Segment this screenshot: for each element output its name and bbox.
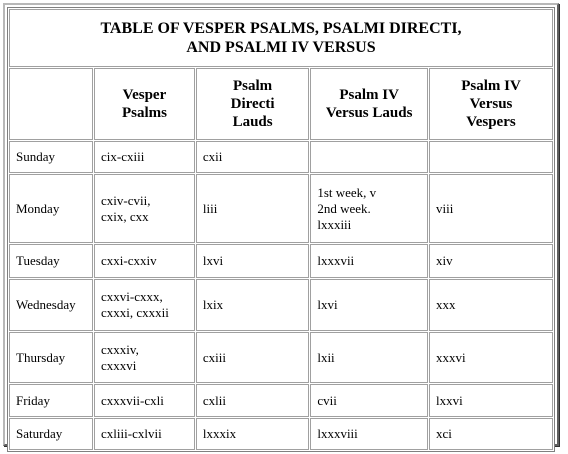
header-line: Psalm xyxy=(233,78,273,94)
cell-iv-vespers: xiv xyxy=(428,244,553,278)
cell-line: lxxxvii xyxy=(317,253,355,268)
cell-line: lxvi xyxy=(317,297,338,312)
table-row: Saturday cxliii-cxlvii lxxxix lxxxviii x… xyxy=(9,418,553,450)
cell-line: cxiv-cvii, xyxy=(101,192,151,208)
header-vesper-psalms: Vesper Psalms xyxy=(94,68,195,140)
cell-directi: lxix xyxy=(195,279,310,331)
cell-day: Saturday xyxy=(9,418,94,450)
header-line: Lauds xyxy=(232,114,273,130)
cell-day: Thursday xyxy=(9,332,94,383)
cell-iv-vespers: lxxvi xyxy=(428,384,553,417)
cell-line: cxxxvii-cxli xyxy=(101,392,164,408)
cell-directi: cxii xyxy=(195,141,310,173)
table-row: Tuesday cxxi-cxxiv lxvi lxxxvii xiv xyxy=(9,244,553,278)
cell-iv-vespers: xxx xyxy=(428,279,553,331)
header-line: Vespers xyxy=(466,114,516,130)
cell-iv-lauds: lxxxvii xyxy=(310,244,428,278)
header-psalm-directi-lauds: Psalm Directi Lauds xyxy=(195,68,310,140)
header-blank xyxy=(9,68,94,140)
cell-directi: lxvi xyxy=(195,244,310,278)
cell-line: cxxxi, cxxxii xyxy=(101,305,169,320)
title-row: TABLE OF VESPER PSALMS, PSALMI DIRECTI, … xyxy=(9,9,553,67)
table-title: TABLE OF VESPER PSALMS, PSALMI DIRECTI, … xyxy=(9,9,553,67)
cell-iv-vespers: xxxvi xyxy=(428,332,553,383)
header-psalm-iv-versus-lauds: Psalm IV Versus Lauds xyxy=(310,68,428,140)
header-line: Directi xyxy=(230,96,275,112)
header-row: Vesper Psalms Psalm Directi Lauds Psalm … xyxy=(9,68,553,140)
psalm-table: TABLE OF VESPER PSALMS, PSALMI DIRECTI, … xyxy=(7,7,555,452)
cell-iv-lauds xyxy=(310,141,428,173)
table-title-line-1: TABLE OF VESPER PSALMS, PSALMI DIRECTI, xyxy=(100,20,462,37)
cell-directi: cxlii xyxy=(195,384,310,417)
cell-directi: lxxxix xyxy=(195,418,310,450)
cell-line: cxxi-cxxiv xyxy=(101,253,157,268)
cell-iv-vespers: xci xyxy=(428,418,553,450)
cell-day: Wednesday xyxy=(9,279,94,331)
cell-directi: liii xyxy=(195,174,310,243)
cell-iv-lauds: 1st week, v 2nd week. lxxxiii xyxy=(310,174,428,243)
cell-vesper-psalms: cxxvi-cxxx, cxxxi, cxxxii xyxy=(94,279,195,331)
header-line: Versus xyxy=(469,96,513,112)
header-line: Vesper xyxy=(122,87,167,103)
cell-iv-vespers: viii xyxy=(428,174,553,243)
cell-day: Monday xyxy=(9,174,94,243)
header-line: Psalm IV xyxy=(461,78,521,94)
cell-line: cxxxvi xyxy=(101,357,137,373)
table-row: Friday cxxxvii-cxli cxlii cvii lxxvi xyxy=(9,384,553,417)
header-line: Psalms xyxy=(121,105,167,121)
cell-iv-lauds: lxii xyxy=(310,332,428,383)
cell-line: cxxvi-cxxx, xyxy=(101,289,163,304)
table-row: Monday cxiv-cvii, cxix, cxx liii 1st wee… xyxy=(9,174,553,243)
cell-vesper-psalms: cxliii-cxlvii xyxy=(94,418,195,450)
cell-vesper-psalms: cxiv-cvii, cxix, cxx xyxy=(94,174,195,243)
cell-line: cxxxiv, xyxy=(101,341,139,357)
cell-line: lxii xyxy=(317,349,335,365)
cell-iv-lauds: lxvi xyxy=(310,279,428,331)
cell-line: cxliii-cxlvii xyxy=(101,426,162,441)
cell-iv-vespers xyxy=(428,141,553,173)
cell-line: cvii xyxy=(317,392,337,408)
table-row: Wednesday cxxvi-cxxx, cxxxi, cxxxii lxix… xyxy=(9,279,553,331)
cell-line: cxix, cxx xyxy=(101,208,149,224)
cell-directi: cxiii xyxy=(195,332,310,383)
cell-day: Friday xyxy=(9,384,94,417)
cell-iv-lauds: lxxxviii xyxy=(310,418,428,450)
cell-line: cix-cxiii xyxy=(101,149,145,164)
table-row: Sunday cix-cxiii cxii xyxy=(9,141,553,173)
cell-line: lxxxiii xyxy=(317,216,352,232)
table-row: Thursday cxxxiv, cxxxvi cxiii lxii xxxvi xyxy=(9,332,553,383)
header-line: Psalm IV xyxy=(339,87,399,103)
cell-vesper-psalms: cxxi-cxxiv xyxy=(94,244,195,278)
cell-iv-lauds: cvii xyxy=(310,384,428,417)
cell-vesper-psalms: cix-cxiii xyxy=(94,141,195,173)
cell-vesper-psalms: cxxxiv, cxxxvi xyxy=(94,332,195,383)
header-psalm-iv-versus-vespers: Psalm IV Versus Vespers xyxy=(428,68,553,140)
cell-line: 1st week, v xyxy=(317,184,377,200)
table-title-line-2: AND PSALMI IV VERSUS xyxy=(186,39,376,56)
cell-day: Tuesday xyxy=(9,244,94,278)
cell-day: Sunday xyxy=(9,141,94,173)
cell-vesper-psalms: cxxxvii-cxli xyxy=(94,384,195,417)
cell-line: 2nd week. xyxy=(317,200,371,216)
cell-line: lxxxviii xyxy=(317,426,358,441)
header-line: Versus Lauds xyxy=(325,105,413,121)
